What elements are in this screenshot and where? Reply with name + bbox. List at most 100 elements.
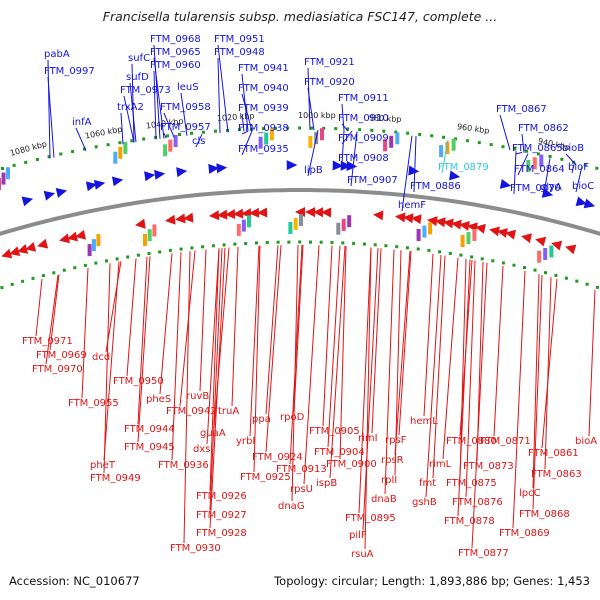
- forward-gene-arrow[interactable]: [332, 160, 344, 171]
- gene-label-ftm-0941[interactable]: FTM_0941: [238, 63, 289, 74]
- gene-label-bioa[interactable]: bioA: [575, 436, 597, 447]
- gene-label-ftm-0867[interactable]: FTM_0867: [496, 104, 547, 115]
- gene-label-biof[interactable]: bioF: [568, 162, 589, 173]
- gene-label-bioc[interactable]: bioC: [572, 181, 594, 192]
- gene-label-sufd[interactable]: sufD: [126, 72, 149, 83]
- gene-label-ftm-0895[interactable]: FTM_0895: [345, 513, 396, 524]
- gene-label-ftm-0944[interactable]: FTM_0944: [124, 424, 175, 435]
- reverse-gene-arrow[interactable]: [521, 233, 532, 244]
- gene-label-ftm-0925[interactable]: FTM_0925: [240, 472, 291, 483]
- reverse-gene-arrow[interactable]: [1, 248, 13, 259]
- reverse-gene-arrow[interactable]: [427, 216, 438, 227]
- gene-label-ftm-0936[interactable]: FTM_0936: [158, 460, 209, 471]
- gene-label-pilf[interactable]: pilF: [349, 530, 367, 541]
- gene-label-biob[interactable]: bioB: [562, 143, 584, 154]
- gene-label-ftm-0928[interactable]: FTM_0928: [196, 528, 247, 539]
- forward-gene-arrow[interactable]: [144, 171, 156, 182]
- gene-label-ftm-0960[interactable]: FTM_0960: [150, 60, 201, 71]
- gene-label-lpcc[interactable]: lpcC: [519, 488, 541, 499]
- gene-label-cls[interactable]: cls: [192, 136, 206, 147]
- reverse-gene-arrow[interactable]: [505, 229, 516, 240]
- gene-label-riml[interactable]: rimL: [429, 459, 452, 470]
- gene-label-ftm-0957[interactable]: FTM_0957: [160, 122, 211, 133]
- forward-gene-arrow[interactable]: [21, 196, 34, 207]
- gene-label-ftm-0863[interactable]: FTM_0863: [531, 469, 582, 480]
- forward-gene-arrow[interactable]: [154, 169, 166, 180]
- gene-label-rsua[interactable]: rsuA: [351, 549, 374, 560]
- gene-label-ftm-0942[interactable]: FTM_0942: [166, 406, 217, 417]
- reverse-gene-arrow[interactable]: [489, 226, 500, 237]
- gene-label-ftm-0886[interactable]: FTM_0886: [410, 181, 461, 192]
- gene-label-ftm-0862[interactable]: FTM_0862: [518, 123, 569, 134]
- gene-label-ftm-0911[interactable]: FTM_0911: [338, 93, 389, 104]
- gene-label-ftm-0900[interactable]: FTM_0900: [326, 459, 377, 470]
- forward-gene-arrow[interactable]: [286, 160, 298, 171]
- gene-label-ftm-0921[interactable]: FTM_0921: [304, 57, 355, 68]
- gene-label-ftm-0945[interactable]: FTM_0945: [124, 442, 175, 453]
- gene-label-dxs[interactable]: dxs: [193, 444, 210, 455]
- gene-label-ftm-0865[interactable]: FTM_0865: [512, 143, 563, 154]
- reverse-gene-arrow[interactable]: [373, 210, 384, 221]
- reverse-gene-arrow[interactable]: [451, 219, 462, 230]
- reverse-gene-arrow[interactable]: [59, 233, 70, 244]
- gene-label-ftm-0907[interactable]: FTM_0907: [347, 175, 398, 186]
- reverse-gene-arrow[interactable]: [443, 218, 454, 229]
- reverse-gene-arrow[interactable]: [225, 209, 236, 219]
- forward-gene-arrow[interactable]: [340, 160, 352, 171]
- forward-gene-arrow[interactable]: [55, 188, 68, 198]
- reverse-gene-arrow[interactable]: [183, 212, 194, 223]
- reverse-gene-arrow[interactable]: [67, 231, 78, 242]
- gene-label-sufc[interactable]: sufC: [128, 53, 150, 64]
- forward-gene-arrow[interactable]: [449, 170, 461, 181]
- gene-label-ftm-0955[interactable]: FTM_0955: [68, 398, 119, 409]
- gene-label-trxa2[interactable]: trxA2: [117, 102, 144, 113]
- reverse-gene-arrow[interactable]: [233, 208, 244, 219]
- gene-label-ftm-0971[interactable]: FTM_0971: [22, 336, 73, 347]
- reverse-gene-arrow[interactable]: [9, 246, 21, 256]
- reverse-gene-arrow[interactable]: [435, 217, 446, 228]
- gene-label-ftm-0958[interactable]: FTM_0958: [160, 102, 211, 113]
- reverse-gene-arrow[interactable]: [135, 218, 146, 229]
- gene-label-phet[interactable]: pheT: [90, 460, 116, 471]
- reverse-gene-arrow[interactable]: [249, 207, 260, 218]
- gene-label-ftm-0908[interactable]: FTM_0908: [338, 153, 389, 164]
- gene-label-dcd[interactable]: dcd: [92, 352, 110, 363]
- gene-label-ftm-0970[interactable]: FTM_0970: [32, 364, 83, 375]
- reverse-gene-arrow[interactable]: [17, 244, 29, 254]
- gene-label-ftm-0877[interactable]: FTM_0877: [458, 548, 509, 559]
- gene-label-ftm-0869[interactable]: FTM_0869: [499, 528, 550, 539]
- gene-label-ftm-0913[interactable]: FTM_0913: [276, 464, 327, 475]
- gene-label-dnag[interactable]: dnaG: [278, 501, 305, 512]
- gene-label-heml[interactable]: hemL: [410, 416, 438, 427]
- gene-label-ftm-0950[interactable]: FTM_0950: [113, 376, 164, 387]
- gene-label-ftm-0904[interactable]: FTM_0904: [314, 447, 365, 458]
- reverse-gene-arrow[interactable]: [257, 207, 268, 218]
- reverse-gene-arrow[interactable]: [497, 228, 508, 238]
- gene-label-rpsu[interactable]: rpsU: [290, 484, 313, 495]
- forward-gene-arrow[interactable]: [112, 176, 124, 187]
- gene-label-infa[interactable]: infA: [72, 117, 92, 128]
- gene-label-ftm-0861[interactable]: FTM_0861: [528, 448, 579, 459]
- reverse-gene-arrow[interactable]: [411, 214, 422, 225]
- forward-gene-arrow[interactable]: [499, 179, 512, 189]
- gene-label-guaa[interactable]: guaA: [200, 428, 226, 439]
- reverse-gene-arrow[interactable]: [313, 207, 324, 218]
- gene-label-ftm-0879[interactable]: FTM_0879: [438, 162, 489, 173]
- gene-label-ppa[interactable]: ppa: [252, 414, 271, 425]
- reverse-gene-arrow[interactable]: [395, 212, 406, 223]
- gene-label-ftm-0924[interactable]: FTM_0924: [252, 452, 303, 463]
- forward-gene-arrow[interactable]: [208, 163, 220, 174]
- gene-label-rpod[interactable]: rpoD: [280, 412, 305, 423]
- gene-label-ftm-0926[interactable]: FTM_0926: [196, 491, 247, 502]
- gene-label-ftm-0969[interactable]: FTM_0969: [36, 350, 87, 361]
- gene-label-ftm-0948[interactable]: FTM_0948: [214, 47, 265, 58]
- gene-label-ftm-0920[interactable]: FTM_0920: [304, 77, 355, 88]
- gene-label-ftm-0965[interactable]: FTM_0965: [150, 47, 201, 58]
- gene-label-leus[interactable]: leuS: [177, 82, 199, 93]
- gene-label-lipb[interactable]: lipB: [304, 165, 323, 176]
- gene-label-ftm-0940[interactable]: FTM_0940: [238, 83, 289, 94]
- gene-label-ftm-0930[interactable]: FTM_0930: [170, 543, 221, 554]
- gene-label-ftm-0873[interactable]: FTM_0873: [463, 461, 514, 472]
- gene-label-ftm-0997[interactable]: FTM_0997: [44, 66, 95, 77]
- gene-label-paba[interactable]: pabA: [44, 49, 70, 60]
